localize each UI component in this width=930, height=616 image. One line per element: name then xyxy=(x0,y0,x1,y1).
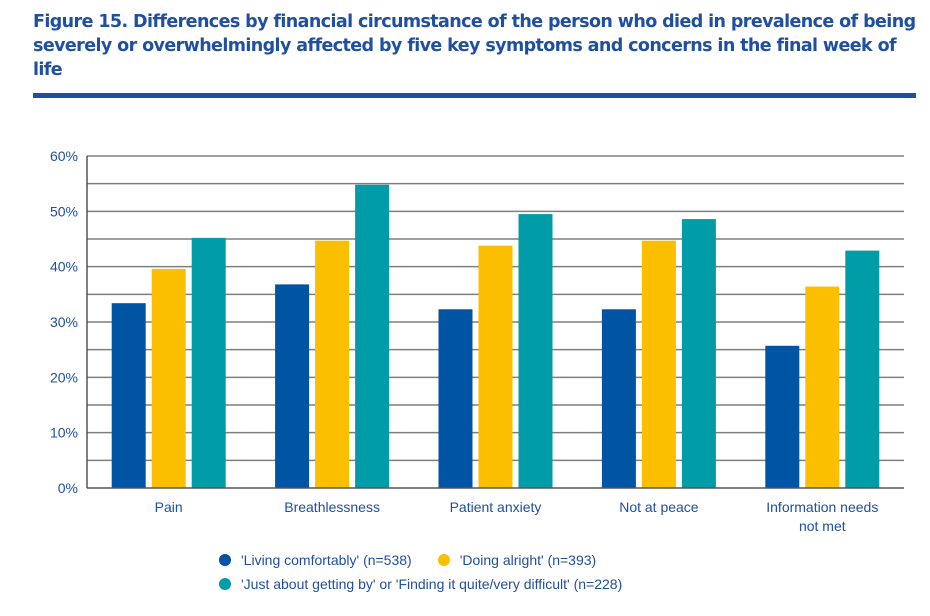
x-tick-label: not met xyxy=(799,518,846,534)
title-rule xyxy=(33,93,916,98)
bar xyxy=(191,237,226,488)
bar xyxy=(641,240,676,488)
y-tick-label: 30% xyxy=(50,314,78,330)
legend-swatch-icon xyxy=(219,554,231,566)
legend: 'Living comfortably' (n=538) 'Doing alri… xyxy=(219,548,648,596)
y-tick-label: 0% xyxy=(58,480,78,496)
y-tick-label: 10% xyxy=(50,425,78,441)
bar xyxy=(151,268,186,488)
legend-item-doing-alright: 'Doing alright' (n=393) xyxy=(437,552,597,568)
y-tick-label: 50% xyxy=(50,203,78,219)
bar xyxy=(518,214,553,488)
bar xyxy=(438,309,473,488)
legend-swatch-icon xyxy=(219,578,231,590)
legend-label: 'Living comfortably' (n=538) xyxy=(241,552,412,568)
y-tick-label: 20% xyxy=(50,369,78,385)
bar xyxy=(111,303,146,488)
bar xyxy=(681,219,716,488)
bar xyxy=(845,250,880,488)
legend-swatch-icon xyxy=(437,554,450,566)
legend-label: 'Doing alright' (n=393) xyxy=(459,552,597,568)
x-tick-label: Breathlessness xyxy=(284,499,380,515)
bar xyxy=(805,286,840,488)
legend-item-living-comfortably: 'Living comfortably' (n=538) xyxy=(219,552,412,568)
x-tick-label: Not at peace xyxy=(619,499,699,515)
bar xyxy=(315,240,350,488)
x-tick-label: Pain xyxy=(155,499,183,515)
bar xyxy=(601,309,636,488)
legend-item-getting-by: 'Just about getting by' or 'Finding it q… xyxy=(219,576,622,592)
bar xyxy=(275,284,310,488)
y-tick-label: 40% xyxy=(50,259,78,275)
figure-title: Figure 15. Differences by financial circ… xyxy=(33,12,916,80)
bar xyxy=(355,184,390,489)
x-tick-label: Patient anxiety xyxy=(450,499,542,515)
bar xyxy=(478,245,513,488)
y-tick-label: 60% xyxy=(50,148,78,164)
legend-label: 'Just about getting by' or 'Finding it q… xyxy=(241,576,623,592)
x-tick-label: Information needs xyxy=(766,499,878,515)
bar xyxy=(765,345,800,488)
